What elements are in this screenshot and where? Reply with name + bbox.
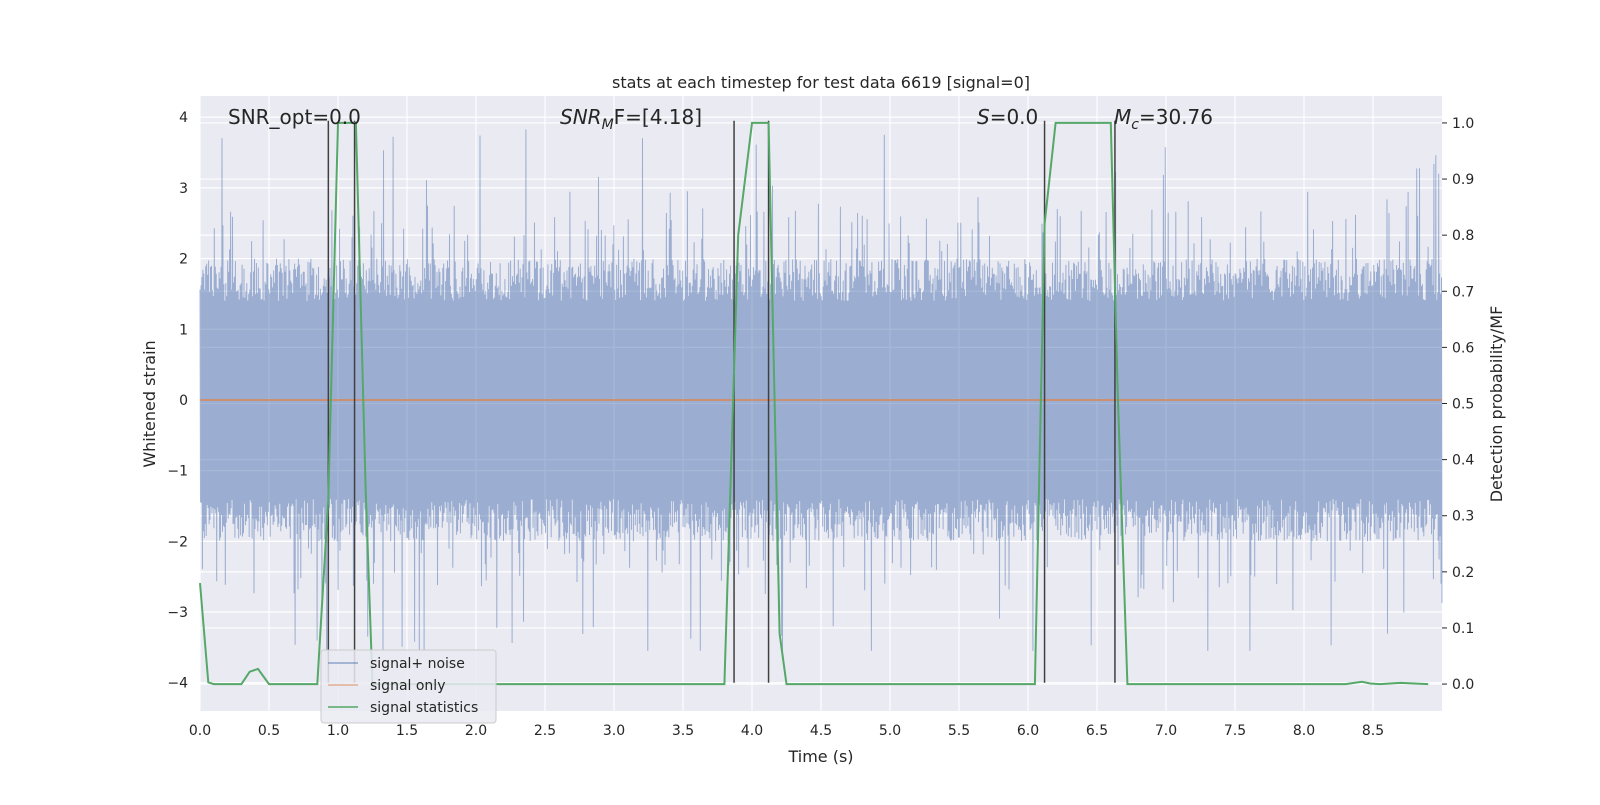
- annotation-s: S=0.0: [977, 105, 1038, 129]
- y-tick-label-right: 0.8: [1452, 228, 1474, 244]
- legend: signal+ noise signal only signal statist…: [320, 649, 497, 724]
- statistics-line: [199, 121, 1429, 686]
- annotation-mc-value: =30.76: [1139, 105, 1213, 129]
- x-tick-label: 2.5: [534, 723, 556, 739]
- x-tick-label: 0.0: [189, 723, 211, 739]
- x-tick-label: 4.5: [810, 723, 832, 739]
- y-tick-label-left: 4: [179, 110, 188, 126]
- legend-label-signal: signal only: [370, 678, 445, 694]
- x-tick-label: 6.5: [1086, 723, 1108, 739]
- y-tick-label-right: 0.0: [1452, 677, 1474, 693]
- x-tick-label: 1.0: [327, 723, 349, 739]
- x-tick-label: 2.0: [465, 723, 487, 739]
- y-tick-label-left: 1: [179, 322, 188, 338]
- y-tick-label-right: 0.4: [1452, 453, 1474, 469]
- y-tick-label-right: 0.5: [1452, 397, 1474, 413]
- annotation-snr-mf-main: SNR: [560, 105, 602, 129]
- y-tick-label-right: 0.6: [1452, 340, 1474, 356]
- annotation-snr-mf-rest: F=[4.18]: [614, 105, 702, 129]
- y-tick-label-left: 0: [179, 393, 188, 409]
- x-tick-label: 8.5: [1362, 723, 1384, 739]
- x-tick-label: 4.0: [741, 723, 763, 739]
- annotation-snr-mf: SNRMF=[4.18]: [560, 105, 702, 133]
- x-tick-label: 8.0: [1293, 723, 1315, 739]
- x-tick-label: 0.5: [258, 723, 280, 739]
- vertical-markers: [327, 120, 1116, 683]
- legend-label-statistics: signal statistics: [370, 700, 478, 716]
- annotation-mc-sub: c: [1131, 117, 1139, 133]
- x-tick-label: 5.5: [948, 723, 970, 739]
- y-tick-label-right: 0.9: [1452, 172, 1474, 188]
- annotation-s-value: =0.0: [990, 105, 1039, 129]
- legend-label-noise: signal+ noise: [370, 656, 465, 672]
- annotation-mc: Mc=30.76: [1114, 105, 1213, 133]
- y-tick-label-right: 0.1: [1452, 621, 1474, 637]
- y-tick-label-right: 1.0: [1452, 116, 1474, 132]
- x-axis-label: Time (s): [787, 747, 853, 766]
- statistics-series: [199, 121, 1429, 686]
- x-tick-label: 6.0: [1017, 723, 1039, 739]
- x-tick-label: 7.5: [1224, 723, 1246, 739]
- x-tick-label: 3.5: [672, 723, 694, 739]
- x-tick-label: 1.5: [396, 723, 418, 739]
- tick-labels: 0.0 0.5 1.0 1.5 2.0 2.5 3.0 3.5 4.0 4.5 5.0 5.5 6.0 6…: [167, 110, 1474, 739]
- annotation-snr-mf-sub: M: [602, 117, 614, 133]
- chart-title: stats at each timestep for test data 661…: [612, 73, 1030, 92]
- annotation-s-label: S: [977, 105, 990, 129]
- y-tick-label-left: −4: [167, 676, 188, 692]
- x-tick-label: 3.0: [603, 723, 625, 739]
- x-tick-label: 5.0: [879, 723, 901, 739]
- y-axis-right-label: Detection probability/MF: [1487, 306, 1506, 503]
- annotation-mc-label: M: [1114, 105, 1131, 129]
- y-tick-label-right: 0.7: [1452, 284, 1474, 300]
- y-tick-label-right: 0.2: [1452, 565, 1474, 581]
- annotation-snr-opt: SNR_opt=0.0: [228, 105, 361, 129]
- y-tick-label-left: −2: [167, 534, 188, 550]
- y-tick-label-left: −3: [167, 605, 188, 621]
- x-tick-label: 7.0: [1155, 723, 1177, 739]
- y-axis-left-label: Whitened strain: [140, 340, 159, 467]
- y-tick-label-left: 3: [179, 181, 188, 197]
- legend-box: [320, 649, 497, 724]
- y-tick-label-left: 2: [179, 252, 188, 268]
- y-tick-label-right: 0.3: [1452, 509, 1474, 525]
- y-tick-label-left: −1: [167, 464, 188, 480]
